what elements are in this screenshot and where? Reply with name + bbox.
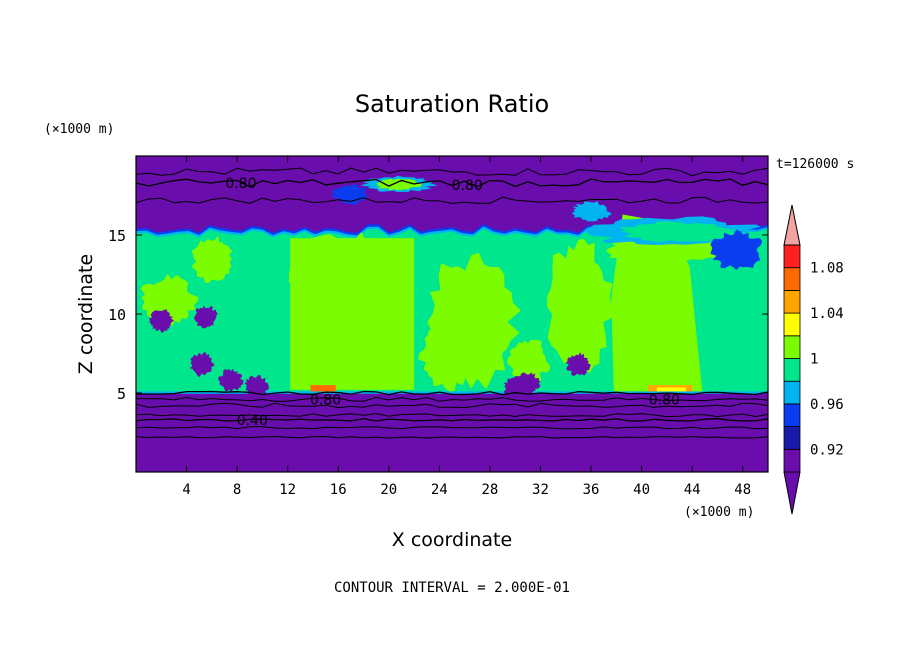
x-axis-label: X coordinate [392, 529, 512, 551]
supersat-spot [656, 387, 686, 392]
contour-line [136, 178, 768, 188]
contour-label: 0.40 [237, 413, 268, 429]
colorbar-swatch [783, 289, 801, 314]
saturated-cell [507, 339, 550, 384]
cloud-patch [375, 178, 423, 191]
y-tick-label: 15 [108, 227, 126, 245]
contour-line [136, 426, 768, 430]
contour-label: 0.80 [225, 176, 256, 192]
contour-label: 0.80 [452, 178, 483, 194]
contour-interval-note: CONTOUR INTERVAL = 2.000E-01 [334, 580, 570, 596]
contour-line [136, 390, 768, 396]
colorbar: 0.92 0.96 1 1.04 1.08 [783, 204, 844, 515]
dry-intrusion [189, 352, 215, 377]
x-unit-label: (×1000 m) [684, 505, 754, 520]
y-tick-label: 10 [108, 306, 126, 324]
colorbar-swatch [783, 403, 801, 427]
contour-line [136, 402, 768, 409]
y-axis-ticks: 5 10 15 [108, 227, 768, 403]
y-axis-label: Z coordinate [75, 254, 97, 374]
x-tick-label: 32 [532, 482, 549, 498]
x-tick-label: 28 [481, 482, 498, 498]
time-label: t=126000 s [776, 157, 854, 172]
colorbar-label: 1.08 [810, 261, 844, 277]
colorbar-under-triangle [783, 471, 801, 515]
x-tick-label: 24 [431, 482, 448, 498]
x-tick-label: 44 [684, 482, 701, 498]
field-plot [136, 156, 768, 472]
colorbar-swatch [783, 335, 801, 359]
x-tick-label: 48 [734, 482, 751, 498]
colorbar-swatch [783, 426, 801, 450]
contour-line [136, 196, 768, 204]
dry-intrusion [565, 352, 591, 376]
x-tick-label: 8 [233, 482, 241, 498]
saturated-cell [288, 232, 411, 350]
x-axis-ticks: 4 8 12 16 20 24 28 32 36 40 44 48 [182, 156, 751, 498]
colorbar-swatch [783, 380, 801, 405]
contour-line [136, 418, 768, 422]
colorbar-label: 1.04 [810, 306, 844, 322]
saturated-cell [546, 238, 614, 374]
colorbar-label: 0.92 [810, 442, 844, 458]
contour-lines: 0.80 0.80 0.80 0.80 0.40 [136, 167, 768, 439]
saturated-cell [191, 235, 233, 283]
chart-title: Saturation Ratio [355, 90, 549, 118]
colorbar-swatch [783, 358, 801, 382]
x-tick-label: 36 [583, 482, 600, 498]
colorbar-swatch [783, 244, 801, 269]
dry-intrusion [148, 309, 175, 333]
y-tick-label: 5 [117, 385, 126, 403]
colorbar-swatch [783, 448, 801, 473]
x-tick-label: 4 [182, 482, 190, 498]
x-tick-label: 16 [330, 482, 347, 498]
contour-line [136, 396, 768, 402]
dry-intrusion [194, 305, 218, 329]
x-tick-label: 20 [380, 482, 397, 498]
contour-label: 0.80 [649, 392, 680, 408]
colorbar-label: 1 [810, 352, 818, 368]
cloud-patch [710, 229, 763, 271]
contour-line [136, 413, 768, 418]
colorbar-swatch [783, 312, 801, 337]
contour-label: 0.80 [310, 392, 341, 408]
y-unit-label: (×1000 m) [44, 122, 114, 137]
supersat-spot [310, 385, 336, 392]
contour-line [136, 435, 768, 439]
cloud-patch [619, 221, 748, 242]
saturated-cell [418, 316, 471, 392]
cloud-patch [572, 201, 612, 222]
x-tick-label: 40 [633, 482, 650, 498]
contour-line [136, 167, 768, 177]
colorbar-over-triangle [783, 204, 801, 246]
colorbar-label: 0.96 [810, 397, 844, 413]
dry-intrusion [218, 368, 244, 393]
x-tick-label: 12 [279, 482, 296, 498]
colorbar-swatch [783, 267, 801, 291]
